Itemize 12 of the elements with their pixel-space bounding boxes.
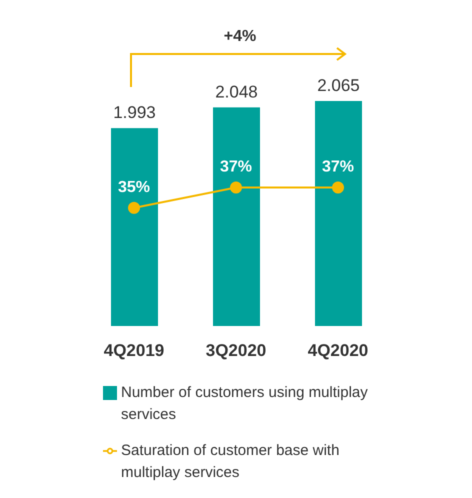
data-label: 2.048 [215,82,258,102]
x-tick-label: 3Q2020 [206,341,266,360]
x-tick-label: 4Q2020 [308,341,368,360]
data-label: 35% [118,178,150,196]
data-label: 37% [220,158,252,176]
x-tick-label: 4Q2019 [104,341,164,360]
text: +4% [222,28,258,46]
data-label: 37% [322,158,354,176]
data-label: 2.065 [317,76,360,95]
data-label: 1.993 [113,103,156,122]
legend-label: Saturation of customer base with multiplay services [121,441,340,483]
legend-label: Number of customers using multiplay services [121,383,369,425]
